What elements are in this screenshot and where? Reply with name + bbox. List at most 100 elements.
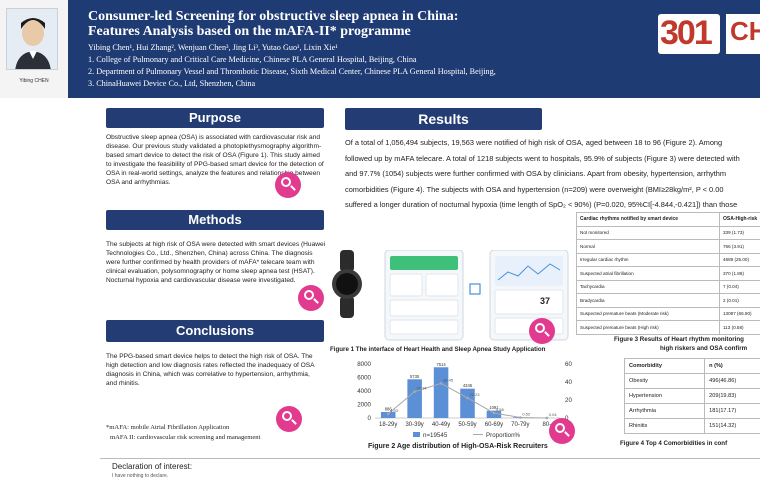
- column-header: OSA-High-risk: [718, 212, 760, 227]
- column-header: Cardiac rhythms notified by smart device: [576, 212, 720, 227]
- column-header: n (%): [704, 358, 760, 374]
- table-row: Bradycardia 2 (0.01): [576, 293, 760, 308]
- bar-data-label: 886: [385, 407, 393, 412]
- proportion-data-label: 38.45: [443, 377, 454, 382]
- table-cell: Tachycardia: [576, 279, 720, 294]
- y-left-tick-label: 8000: [357, 361, 371, 368]
- title-line-2: Features Analysis based on the mAFA-II* …: [88, 24, 411, 39]
- zoom-icon[interactable]: [529, 318, 555, 344]
- figure-1-caption: Figure 1 The interface of Heart Health a…: [330, 346, 546, 353]
- affiliation-3: 3. ChinaHuawei Device Co., Ltd, Shenzhen…: [88, 79, 256, 88]
- zoom-icon[interactable]: [549, 418, 575, 444]
- methods-heading: Methods: [106, 210, 324, 230]
- zoom-icon[interactable]: [276, 406, 302, 432]
- zoom-icon[interactable]: [298, 285, 324, 311]
- proportion-data-label: 0.52: [522, 412, 531, 417]
- legend-line-label: Proportion%: [486, 432, 521, 439]
- figure-3-caption-line-1: Figure 3 Results of Heart rhythm monitor…: [614, 336, 744, 343]
- footnote-1: *mAFA: mobile Atrial Fibrillation Applic…: [106, 424, 230, 431]
- proportion-point: [386, 412, 390, 416]
- bar: [407, 379, 422, 418]
- bar-data-label: 1091: [489, 405, 499, 410]
- x-tick-label: 60-69y: [485, 422, 503, 428]
- phone-screen-1: [384, 249, 464, 341]
- x-tick-label: 70-79y: [511, 422, 529, 428]
- presenter-name: Yibing CHEN: [19, 78, 49, 84]
- heart-rhythm-table: Cardiac rhythms notified by smart device…: [576, 212, 760, 335]
- bar-data-label: 5735: [410, 374, 420, 379]
- table-cell: 2 (0.01): [718, 293, 760, 308]
- proportion-point: [413, 390, 416, 393]
- y-left-tick-label: 6000: [357, 375, 371, 382]
- x-tick-label: 18-29y: [379, 422, 397, 428]
- zoom-icon[interactable]: [275, 172, 301, 198]
- bar: [486, 410, 502, 418]
- author-block: Yibing Chen¹, Hui Zhang², Wenjuan Chen³,…: [88, 42, 648, 90]
- table-row: Normal 766 (3.91): [576, 239, 760, 254]
- table-row: Rhinitis 151(14.32): [623, 418, 760, 434]
- results-line-1: Of a total of 1,056,494 subjects, 19,563…: [345, 138, 723, 147]
- y-left-tick-label: 4000: [357, 388, 371, 395]
- logo-badge: [658, 14, 720, 54]
- bar: [433, 367, 449, 418]
- table-cell: Suspected atrial fibrillation: [576, 266, 720, 281]
- table-cell: Hypertension: [623, 388, 706, 404]
- table-cell: Rhinitis: [623, 418, 706, 434]
- logo-side-badge: [726, 14, 760, 54]
- x-tick-label: 30-39y: [405, 422, 423, 428]
- y-right-tick-label: 40: [565, 379, 572, 386]
- table-cell: 496(46.86): [704, 373, 760, 389]
- results-line-5: suffered a longer duration of nocturnal …: [345, 200, 738, 209]
- affiliation-1: 1. College of Pulmonary and Critical Car…: [88, 55, 417, 64]
- phone-screen-2: [489, 249, 569, 341]
- figure-4-caption: Figure 4 Top 4 Comorbidities in conf: [620, 440, 728, 447]
- table-row: Suspected atrial fibrillation 370 (1.88): [576, 266, 760, 281]
- table-cell: 181(17.17): [704, 403, 760, 419]
- table-cell: Not monitored: [576, 225, 720, 240]
- footer-divider: [100, 458, 760, 459]
- y-left-tick-label: 2000: [357, 402, 371, 409]
- proportion-data-label: 5.58: [496, 407, 505, 412]
- poster-title: Consumer-led Screening for obstructive s…: [88, 9, 648, 39]
- table-cell: Suspected premature beats (Moderate risk…: [576, 306, 720, 321]
- table-cell: 13097 (66.90): [718, 306, 760, 321]
- bar-data-label: 7514: [436, 362, 446, 367]
- figure-2-caption: Figure 2 Age distribution of High-OSA-Ri…: [368, 443, 548, 450]
- table-cell: 209(19.83): [704, 388, 760, 404]
- footnote-2: mAFA II: cardiovascular risk screening a…: [110, 434, 261, 441]
- table-cell: 370 (1.88): [718, 266, 760, 281]
- table-cell: 339 (1.73): [718, 225, 760, 240]
- purpose-heading: Purpose: [106, 108, 324, 128]
- table-row: Not monitored 339 (1.73): [576, 225, 760, 240]
- x-tick-label: 80-: [542, 422, 551, 428]
- table-cell: 151(14.32): [704, 418, 760, 434]
- comorbidity-table: Comorbidity n (%) Obesity 496(46.86) Hype…: [623, 358, 760, 434]
- purpose-text: Obstructive sleep apnea (OSA) is associa…: [106, 134, 324, 186]
- results-line-3: and 97.7% (1054) subjects were further c…: [345, 169, 727, 178]
- affiliation-2: 2. Department of Pulmonary Vessel and Th…: [88, 67, 496, 76]
- declaration-heading: Declaration of interest:: [112, 462, 193, 471]
- table-cell: Suspected premature beats (High risk): [576, 320, 720, 335]
- phone-number-readout: 37: [540, 296, 551, 306]
- title-line-1: Consumer-led Screening for obstructive s…: [88, 9, 459, 24]
- table-row: Tachycardia 7 (0.04): [576, 279, 760, 294]
- bar-data-label: 4345: [463, 383, 473, 388]
- y-left-tick-label: 0: [368, 415, 372, 422]
- table-row: Irregular cardiac rhythm 4889 (25.00): [576, 252, 760, 267]
- column-header: Comorbidity: [623, 358, 706, 374]
- table-cell: 7 (0.04): [718, 279, 760, 294]
- results-text: Of a total of 1,056,494 subjects, 19,563…: [345, 135, 760, 213]
- table-cell: Irregular cardiac rhythm: [576, 252, 720, 267]
- proportion-data-label: 29.34: [417, 386, 428, 391]
- smartwatch-icon: [332, 250, 362, 318]
- table-cell: 113 (0.58): [718, 320, 760, 335]
- table-cell: 4889 (25.00): [718, 252, 760, 267]
- table-row: Suspected premature beats (High risk) 113…: [576, 320, 760, 335]
- presenter-photo: [6, 8, 58, 70]
- proportion-point: [439, 382, 443, 385]
- figure-3-caption-line-2: high riskers and OSA confirm: [660, 345, 748, 352]
- table-row: Suspected premature beats (Moderate risk…: [576, 306, 760, 321]
- table-header-row: Comorbidity n (%): [623, 358, 760, 374]
- table-row: Arrhythmia 181(17.17): [623, 403, 760, 419]
- table-cell: 766 (3.91): [718, 239, 760, 254]
